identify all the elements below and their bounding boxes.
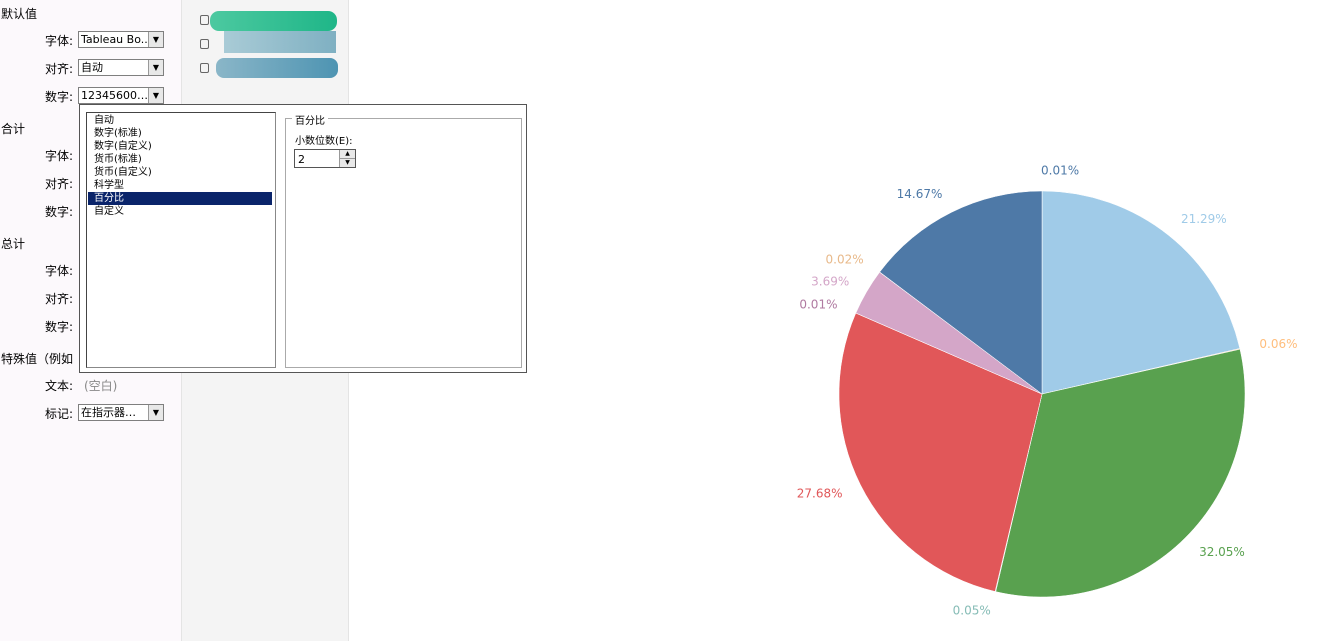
pie-chart: 0.01% 21.29% 0.06% 32.05% 0.05% 27.68% 0.01% 3.…: [797, 164, 1298, 618]
format-item[interactable]: 数字(自定义): [94, 141, 152, 152]
number-format-popup: 自动 数字(标准) 数字(自定义) 货币(标准) 货币(自定义) 科学型 百分比 自定义 百分…: [79, 104, 527, 373]
value-label: 21.29%: [1181, 212, 1227, 226]
field-icon: [200, 63, 209, 73]
pie-slice: [995, 348, 1246, 598]
dropdown[interactable]: 自动 ▼: [78, 59, 164, 76]
dropdown[interactable]: Tableau Bo.. ▼: [78, 31, 164, 48]
section-title: 总计: [1, 237, 26, 251]
row-label: 字体:: [44, 34, 73, 48]
field-icon: [200, 39, 209, 49]
blurred-field: [216, 58, 338, 78]
row-label: 数字:: [44, 90, 73, 104]
dropdown[interactable]: 12345600… ▼: [78, 87, 164, 104]
pie-slice: [879, 190, 1043, 395]
value-label: 0.05%: [953, 604, 991, 618]
group-title: 百分比: [292, 112, 328, 127]
decimals-label: 小数位数(E):: [295, 136, 353, 147]
format-list[interactable]: 自动数字(标准) 数字(自定义) 货币(标准) 货币(自定义) 科学型 百分比 自定义: [86, 112, 276, 368]
format-item[interactable]: 自动: [94, 115, 114, 126]
value-label: 0.01%: [799, 298, 837, 312]
pie-slice: [838, 312, 1043, 592]
value-label: 14.67%: [897, 187, 943, 201]
format-item[interactable]: 货币(标准): [94, 154, 142, 165]
dropdown-value: 在指示器…: [81, 406, 136, 419]
dropdown-button[interactable]: ▼: [148, 88, 163, 103]
dropdown[interactable]: 在指示器… ▼: [78, 404, 164, 421]
row-label: 文本:: [44, 379, 73, 393]
dropdown-button[interactable]: ▼: [148, 32, 163, 47]
dropdown-value: 12345600…: [81, 89, 148, 102]
format-item[interactable]: 自定义: [94, 206, 124, 217]
spin-up[interactable]: ▲: [339, 150, 355, 159]
dropdown-value: 自动: [81, 61, 103, 74]
row-label: 对齐:: [44, 62, 73, 76]
value-label: 27.68%: [797, 486, 843, 500]
decimals-spinner[interactable]: 2 ▲ ▼: [294, 149, 356, 168]
row-label: 对齐:: [44, 292, 73, 306]
pie-slice: [1041, 190, 1241, 395]
blurred-field: [224, 31, 336, 53]
row-label: 对齐:: [44, 177, 73, 191]
value-label: 32.05%: [1199, 545, 1245, 559]
row-label: 字体:: [44, 149, 73, 163]
format-item[interactable]: 科学型: [94, 180, 124, 191]
decimals-value: 2: [298, 153, 305, 166]
value-label: 0.01%: [1041, 164, 1079, 178]
value-label: 0.02%: [826, 253, 864, 267]
row-label: 字体:: [44, 264, 73, 278]
format-item[interactable]: 百分比: [88, 192, 272, 205]
row-label: 标记:: [44, 407, 73, 421]
percent-group: 百分比 小数位数(E): 2 ▲ ▼: [285, 112, 522, 368]
format-item[interactable]: 货币(自定义): [94, 167, 152, 178]
spin-down[interactable]: ▼: [339, 159, 355, 167]
blurred-field: [210, 11, 337, 31]
value-label: 3.69%: [811, 274, 849, 288]
section-title: 特殊值（例如: [1, 352, 74, 366]
value-label: 0.06%: [1259, 337, 1297, 351]
row-label: 数字:: [44, 205, 73, 219]
dropdown-value: Tableau Bo..: [81, 33, 148, 46]
dropdown-button[interactable]: ▼: [148, 60, 163, 75]
section-title: 合计: [1, 122, 26, 136]
row-text: (空白): [84, 379, 118, 393]
dropdown-button[interactable]: ▼: [148, 405, 163, 420]
format-item[interactable]: 数字(标准): [94, 128, 142, 139]
row-label: 数字:: [44, 320, 73, 334]
section-title: 默认值: [1, 7, 38, 21]
field-icon: [200, 15, 209, 25]
